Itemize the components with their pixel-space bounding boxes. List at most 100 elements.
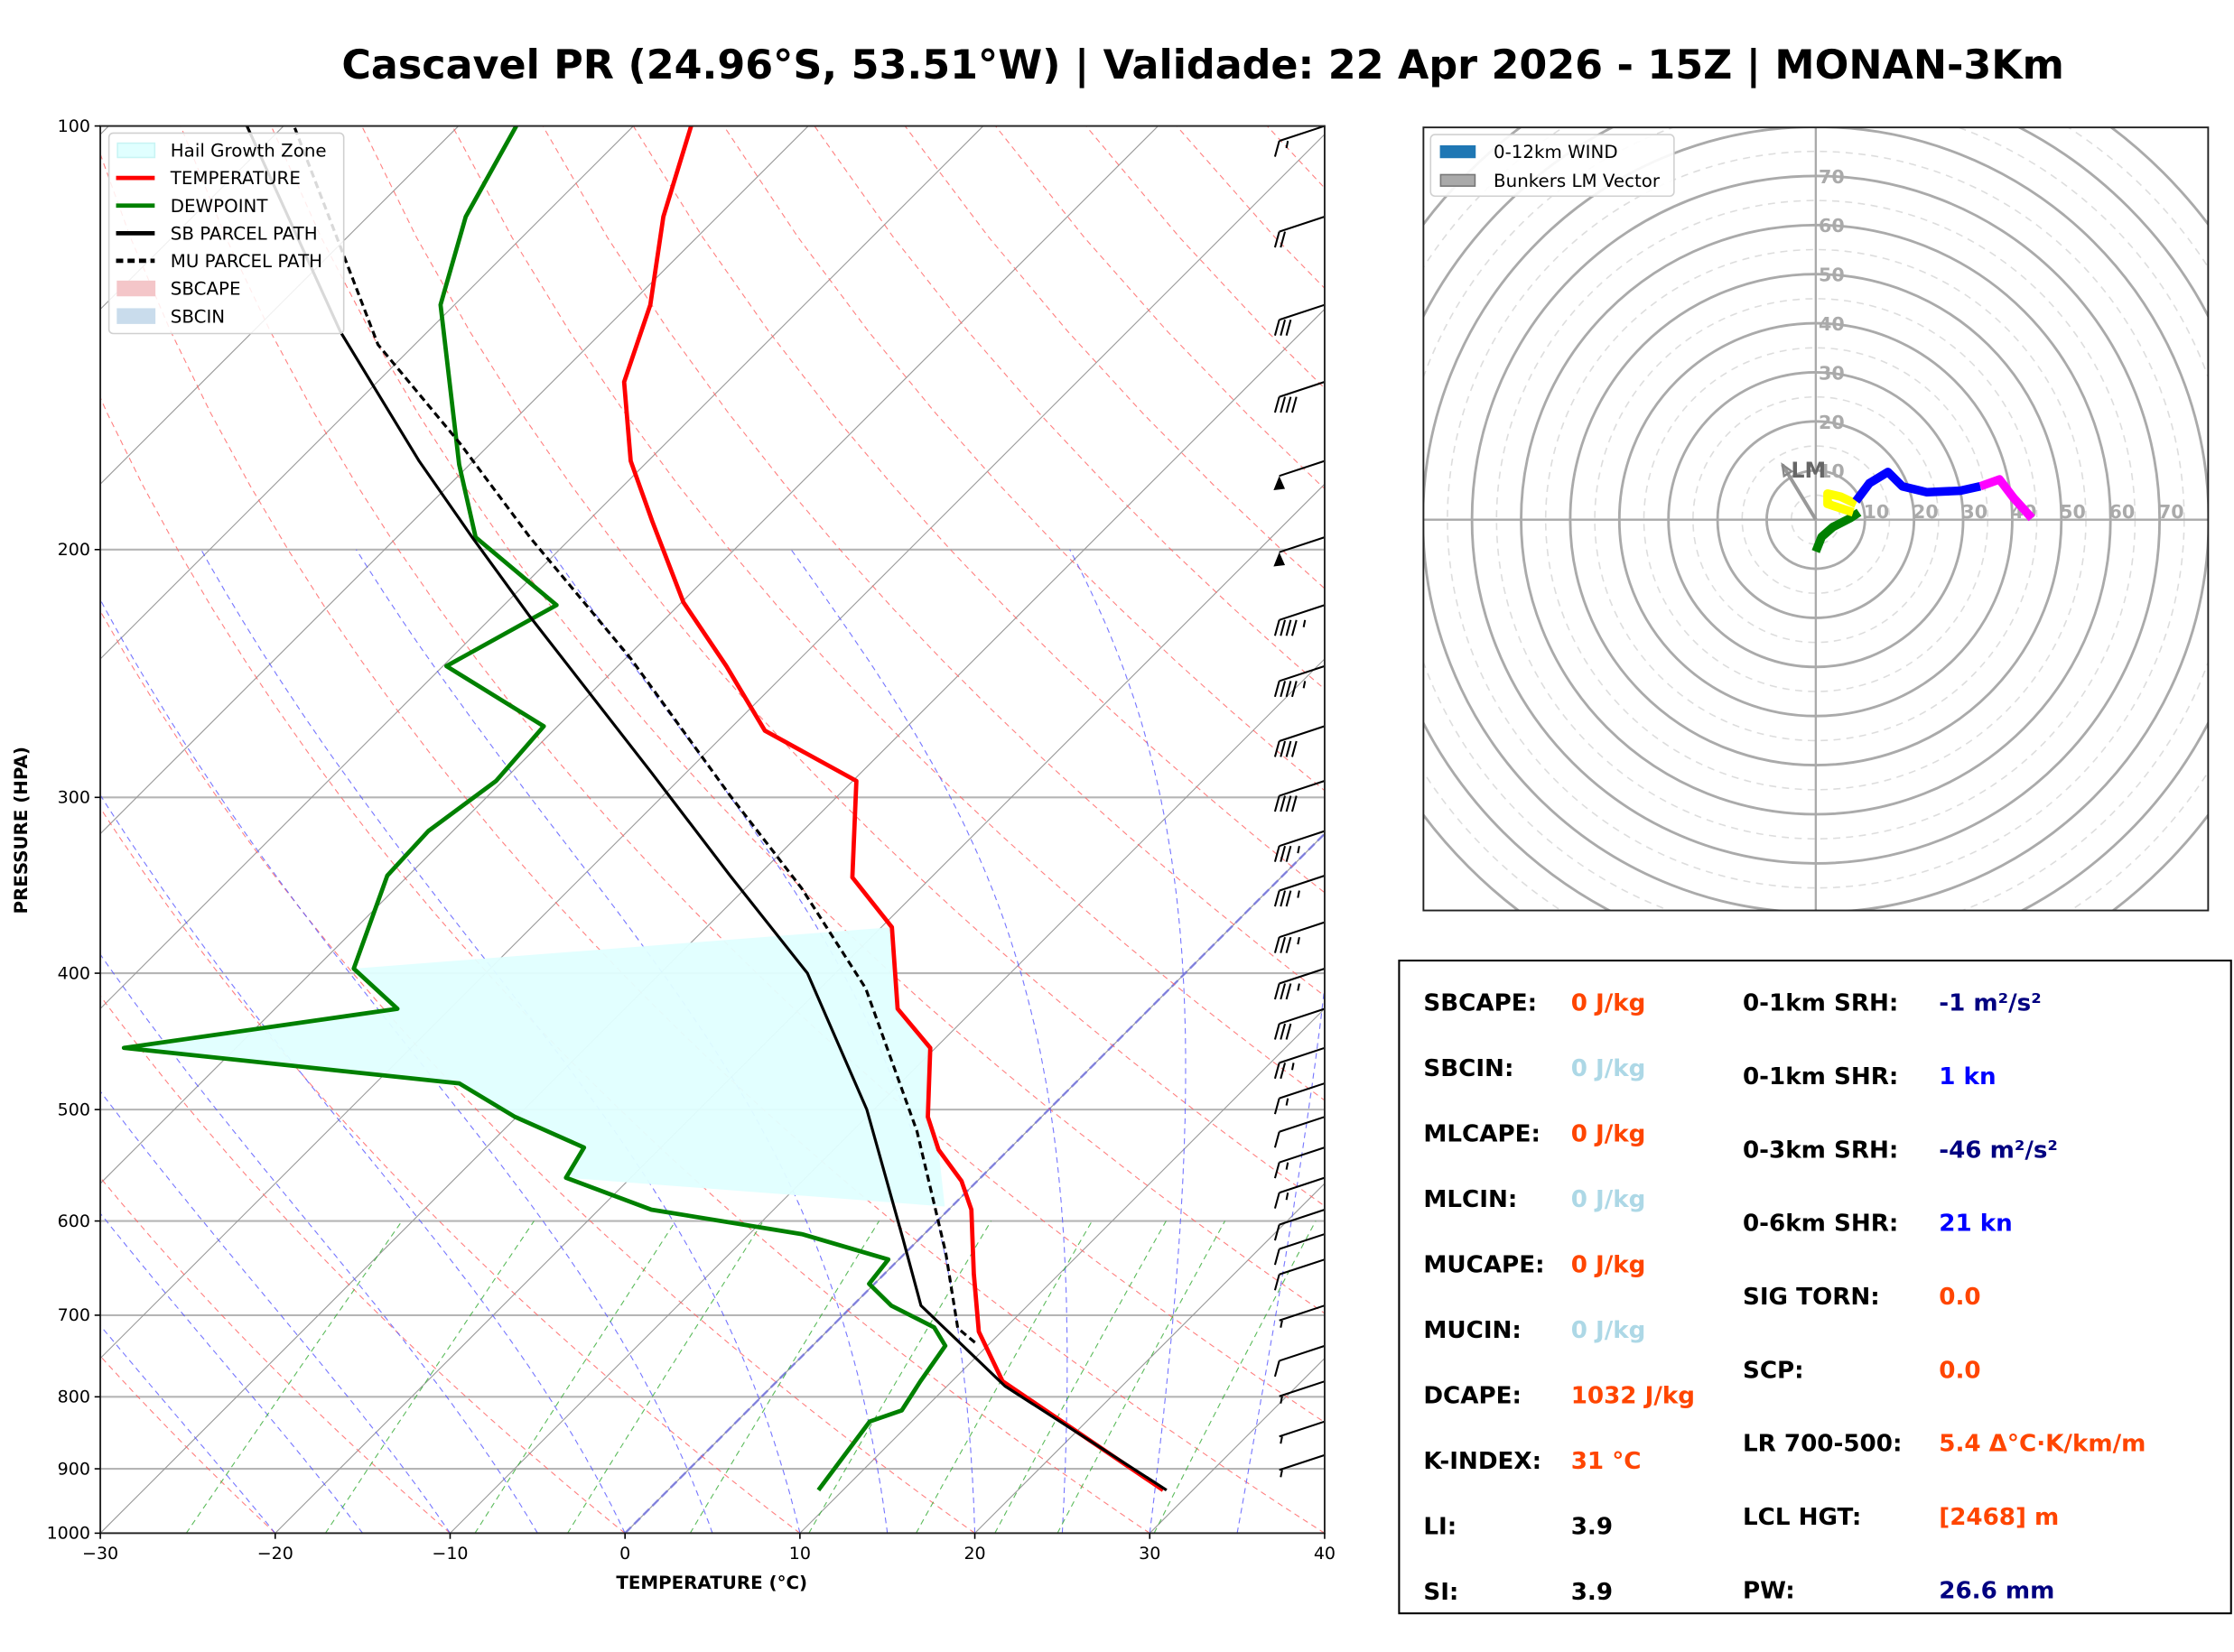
wind-barb [1273,604,1326,636]
hodo-segment-3-6km [1852,468,1982,504]
indices-right-column: 0-1km SRH: -1 m²/s² 0-1km SHR: 1 kn 0-3km SR… [1743,990,2146,1605]
barb-full [1280,740,1287,757]
barb-half [1285,1193,1289,1201]
barb-half [1280,1396,1283,1404]
barb-half [1280,1436,1283,1444]
figure-title: Cascavel PR (24.96°S, 53.51°W) | Validad… [341,42,2064,88]
x-tick-label: 40 [1314,1544,1336,1564]
barb-half [1297,936,1300,945]
index-label: LI: [1423,1513,1457,1540]
index-label: MLCIN: [1423,1186,1517,1213]
barb-full [1280,1063,1287,1080]
index-value: 0 J/kg [1571,1251,1646,1278]
isotherm-line [100,125,809,835]
dry-adiabat [100,807,801,1534]
mixing-ratio-line [567,1220,764,1534]
barb-full [1273,740,1280,757]
isotherm-line [100,125,984,1010]
hodo-v-tick: 70 [1819,166,1845,188]
barb-full [1285,681,1292,698]
index-value: 0 J/kg [1571,1317,1646,1344]
mixing-ratio-line [324,1220,535,1534]
y-tick-label: 400 [58,963,90,983]
index-value: 26.6 mm [1939,1577,2054,1604]
hodo-u-tick: 60 [2109,501,2136,523]
barb-full [1280,231,1287,248]
moist-adiabat [790,549,1068,1534]
barb-full [1273,845,1280,862]
barb-half [1297,890,1300,898]
hodo-legend-label: 0-12km WIND [1494,142,1618,162]
lm-arrowhead [1781,462,1794,478]
index-label: 0-1km SRH: [1743,990,1898,1017]
lm-label: LM [1791,458,1826,483]
wind-barb [1273,664,1326,698]
dry-adiabat [270,125,1325,1314]
barb-staff [1279,1420,1326,1438]
barb-full [1285,619,1292,636]
hodo-u-tick: 10 [1864,501,1890,523]
hodo-v-tick: 30 [1819,362,1845,384]
barb-full [1280,890,1287,907]
barb-full [1273,1023,1280,1040]
barb-half [1285,140,1289,149]
moist-adiabat [356,549,889,1534]
barb-staff [1279,1176,1326,1194]
hodo-u-tick: 20 [1913,501,1939,523]
index-label: LCL HGT: [1743,1504,1861,1531]
x-tick-label: 0 [619,1544,630,1564]
isotherm-line [100,125,634,660]
index-value: 21 kn [1939,1211,2013,1238]
moist-adiabat [100,794,626,1534]
y-tick-label: 500 [58,1100,90,1119]
barb-staff [1279,664,1326,682]
temperature-axis: −30 −20 −10 0 10 20 30 40 [82,1533,1336,1564]
moist-adiabat [100,1212,364,1534]
wind-barb [1273,780,1326,812]
y-axis-label: PRESSURE (HPA) [11,747,32,914]
isotherm-line [100,125,1159,1184]
dry-adiabat [632,125,1325,894]
barb-half [1297,983,1300,991]
hodo-segment-0-1km [1811,508,1862,553]
indices-left-column: SBCAPE: 0 J/kg SBCIN: 0 J/kg MLCAPE: 0 J/kg ML… [1423,990,1695,1606]
isotherm-line [624,832,1325,1534]
barb-staff [1279,303,1326,321]
barb-staff [1279,604,1326,621]
hodo-segment-1-3km [1823,489,1858,517]
barb-staff [1279,1046,1326,1064]
barb-half [1302,619,1307,627]
barb-full [1273,936,1280,953]
mixing-ratio-line [1056,1220,1226,1534]
y-tick-label: 600 [58,1211,90,1231]
index-value: 3.9 [1571,1513,1613,1540]
barb-full [1290,619,1298,636]
hodo-u-tick: 70 [2158,501,2184,523]
barb-half [1290,1063,1295,1071]
moist-adiabat [1069,549,1187,1534]
index-label: MUCAPE: [1423,1251,1544,1278]
barb-staff [1279,1453,1326,1471]
wind-barb [1273,459,1326,491]
dry-adiabat [723,125,1325,792]
barb-full [1273,1063,1280,1080]
barb-staff [1279,967,1326,985]
barb-full [1273,1131,1280,1148]
barb-full [1290,681,1298,698]
moist-adiabat [100,953,538,1534]
x-tick-label: 10 [789,1544,811,1564]
index-value: 0 J/kg [1571,1186,1646,1213]
index-label: SCP: [1743,1357,1804,1384]
barb-staff [1279,216,1326,233]
legend-label: Hail Growth Zone [171,141,327,162]
wind-barb [1273,1344,1326,1378]
y-tick-label: 300 [58,788,90,808]
barb-staff [1279,875,1326,892]
x-tick-label: −30 [82,1544,118,1564]
barb-full [1280,619,1287,636]
legend-label: SB PARCEL PATH [171,223,318,244]
barb-full [1273,619,1280,636]
barb-full [1280,936,1287,953]
barb-full [1273,890,1280,907]
